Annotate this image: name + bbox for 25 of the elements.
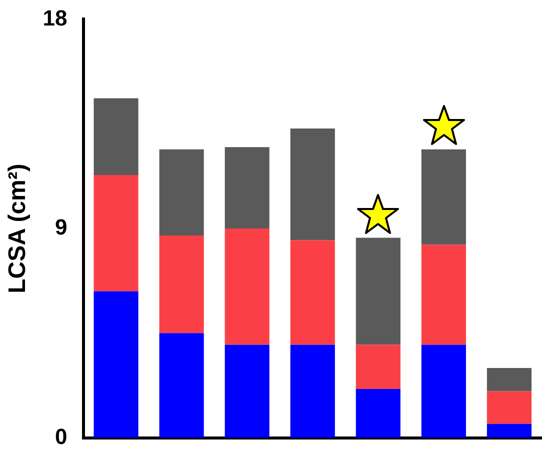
bar	[224, 228, 270, 345]
bar	[486, 391, 532, 424]
bar	[290, 128, 335, 240]
bar	[224, 344, 270, 438]
bar	[421, 244, 466, 345]
bar	[421, 149, 466, 245]
bar	[159, 149, 204, 236]
y-tick-label: 0	[55, 424, 68, 449]
y-axis-title: LCSA (cm²)	[4, 164, 32, 294]
bar	[94, 175, 138, 292]
bar	[94, 291, 138, 438]
bar	[486, 368, 532, 392]
bar	[224, 147, 270, 228]
bar	[356, 238, 400, 345]
bar	[356, 388, 400, 438]
bar	[421, 344, 466, 438]
bar	[159, 333, 204, 438]
bar	[159, 235, 204, 334]
y-tick-label: 18	[42, 5, 68, 30]
bar	[94, 98, 138, 176]
bar	[290, 344, 335, 438]
bar	[486, 424, 532, 438]
bar	[290, 240, 335, 345]
y-tick-label: 9	[55, 214, 68, 240]
bar	[356, 344, 400, 389]
